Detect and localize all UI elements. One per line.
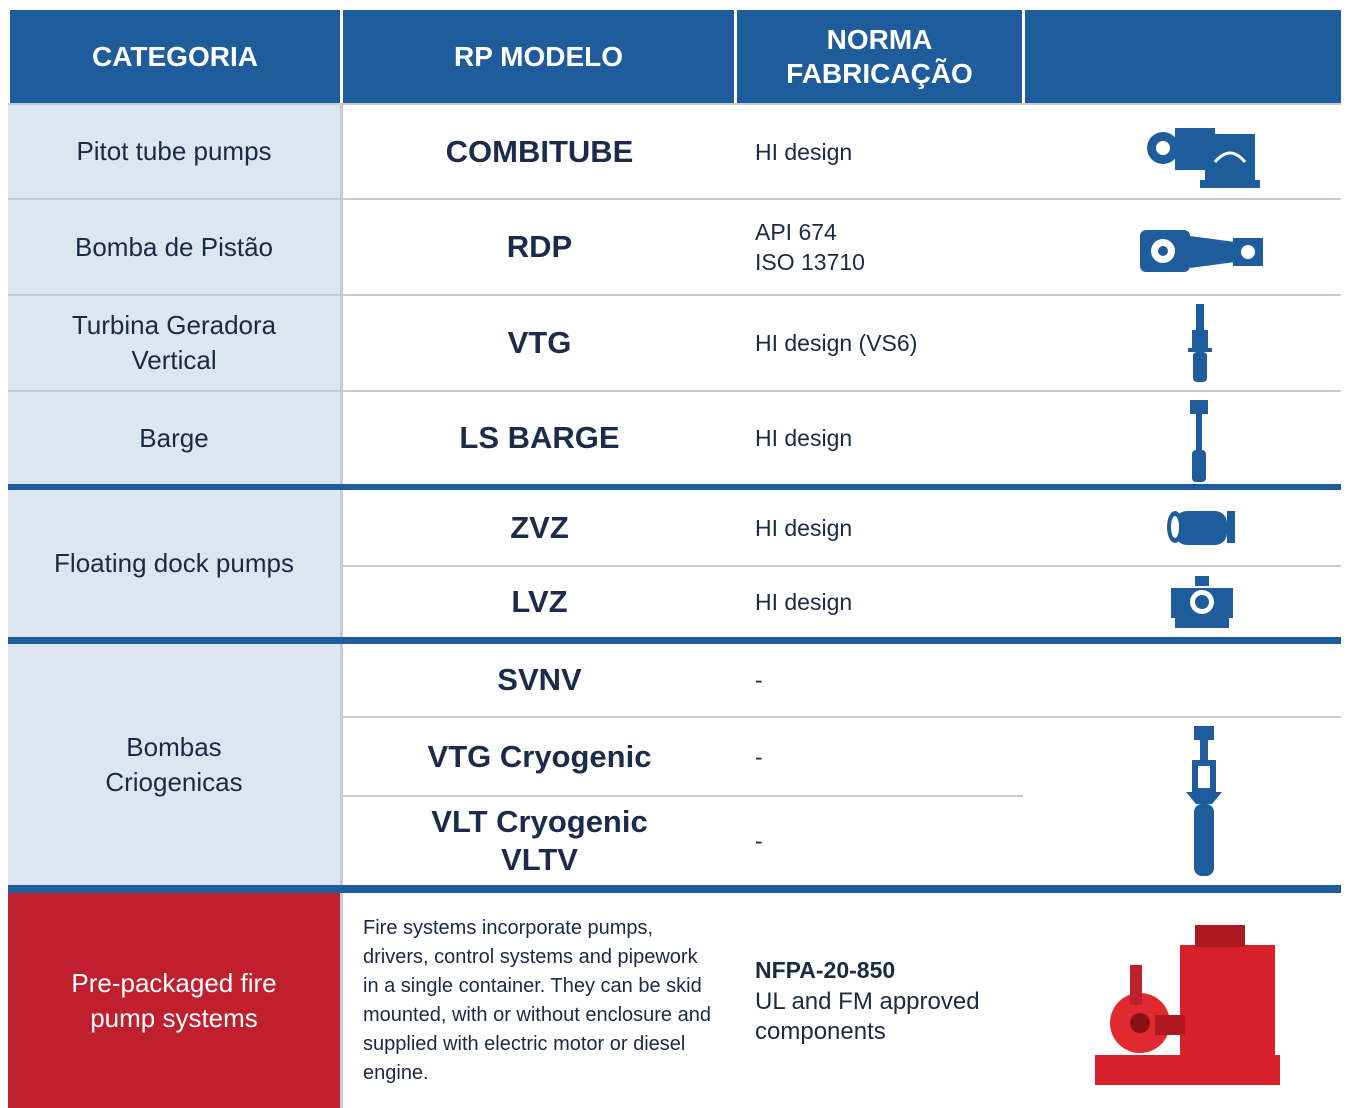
icon-cell [1023,718,1341,885]
model-name: VTG [507,325,572,360]
model-name: VTG Cryogenic [427,738,652,774]
fire-description: Fire systems incorporate pumps, drivers,… [363,916,711,1084]
norm-text: HI design [755,425,853,451]
pump-icon [1095,925,1280,1085]
group-divider [8,637,1341,644]
model-name: LVZ [511,584,568,619]
norm-text: - [755,743,763,770]
model-name: COMBITUBE [445,133,634,169]
norm-text: HI design [755,514,853,541]
norm-text: - [755,828,763,854]
norm-text: API 674 ISO 13710 [755,219,865,275]
row-cell [343,296,1341,390]
norm-text: HI design [755,589,853,615]
fire-category: Pre-packaged fire pump systems [8,893,340,1108]
model-name: RDP [506,229,573,264]
header-cell: RP MODELO [343,10,734,103]
category-cell: Bombas Criogenicas [8,644,340,885]
norm-text: UL and FM approved components [755,987,980,1045]
model-name: SVNV [497,662,582,697]
pump-icon [1190,400,1208,482]
header-cell [1025,10,1341,103]
pump-icon [1186,726,1222,876]
category-cell: Pitot tube pumps [8,105,340,198]
norm-text: - [755,667,763,693]
fire-norm: NFPA-20-850 UL and FM approved components [736,893,1023,1108]
norm-title: NFPA-20-850 [755,956,896,983]
group-divider [8,484,1341,490]
group-divider [8,885,1341,893]
model-name: ZVZ [510,509,569,545]
row-cell [343,644,1341,716]
norm-text: HI design [755,138,853,165]
pump-icon [1188,304,1212,382]
header-cell: NORMA FABRICAÇÃO [737,10,1022,103]
norm-text: HI design (VS6) [755,330,918,356]
header-cell: CATEGORIA [10,10,340,103]
pump-icon [1147,128,1260,188]
row-cell [343,392,1341,484]
pump-icon [1171,576,1233,628]
category-cell: Turbina Geradora Vertical [8,296,340,390]
category-cell: Floating dock pumps [8,490,340,637]
category-cell: Bomba de Pistão [8,200,340,294]
model-name: VLT Cryogenic VLTV [431,804,648,877]
model-name: LS BARGE [459,420,620,455]
pump-icon [1140,230,1263,272]
pump-icon [1167,511,1235,545]
category-cell: Barge [8,392,340,484]
